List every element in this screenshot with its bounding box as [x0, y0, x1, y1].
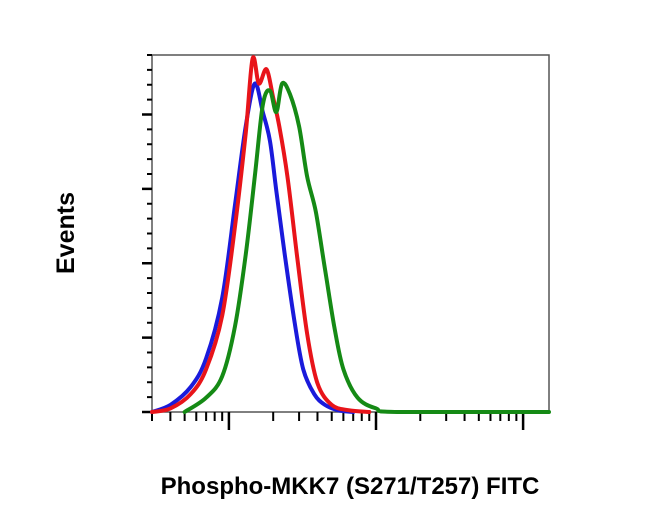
y-axis-label: Events [52, 192, 80, 274]
series-line-1 [150, 81, 356, 414]
series-line-3 [182, 80, 551, 415]
series-group [150, 55, 551, 415]
x-axis-label: Phospho-MKK7 (S271/T257) FITC [161, 473, 540, 500]
series-line-2 [150, 55, 372, 414]
